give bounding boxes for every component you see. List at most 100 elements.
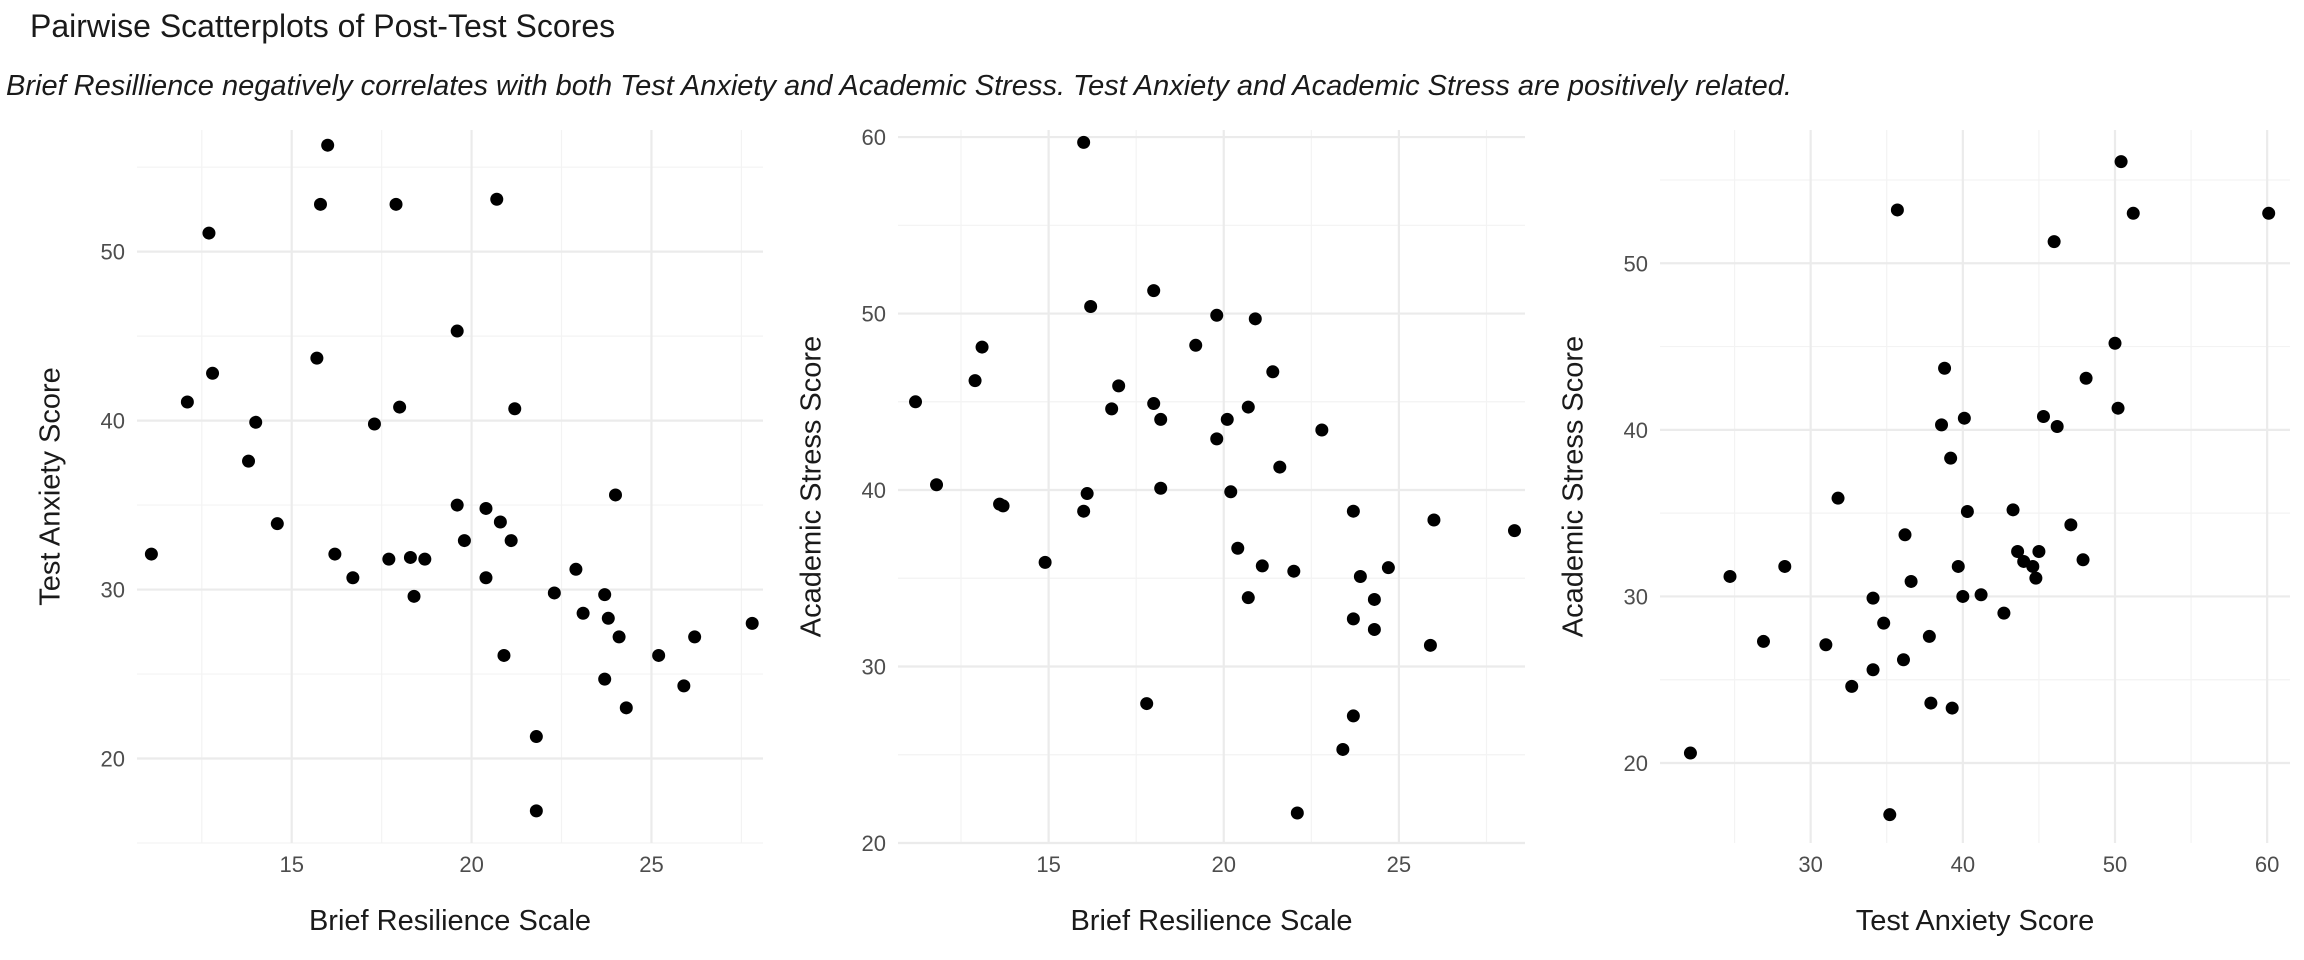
data-point-stress [1077,135,1091,149]
data-point-anxiety [608,488,622,502]
data-point-anxiety-stress [2029,571,2043,585]
data-point-anxiety [688,630,702,644]
x-tick-label: 60 [2255,852,2279,877]
data-point-anxiety-stress [2032,544,2046,558]
x-tick-label: 15 [279,852,303,877]
y-tick-label: 20 [1624,751,1648,776]
x-tick-label: 15 [1036,852,1060,877]
data-point-stress [1154,481,1168,495]
data-point-anxiety-stress [2079,371,2093,385]
data-point-anxiety-stress [1845,679,1859,693]
data-point-stress [1248,312,1262,326]
data-point-anxiety [389,197,403,211]
data-point-stress [1266,365,1280,379]
data-point-stress [1084,299,1098,313]
data-point-anxiety-stress [1960,504,1974,518]
data-point-anxiety [270,517,284,531]
data-point-stress [1112,379,1126,393]
data-point-anxiety [450,498,464,512]
data-point-anxiety-stress [2036,410,2050,424]
x-tick-label: 50 [2103,852,2127,877]
data-point-stress [1346,709,1360,723]
x-tick-label: 20 [1212,852,1236,877]
data-point-stress [1255,559,1269,573]
data-point-anxiety-stress [2011,544,2025,558]
data-point-stress [1241,400,1255,414]
data-point-anxiety [601,611,615,625]
data-point-anxiety [382,552,396,566]
data-point-anxiety [407,589,421,603]
data-point-anxiety-stress [2064,518,2078,532]
data-point-stress [1423,638,1437,652]
data-point-anxiety [310,351,324,365]
y-tick-label: 40 [101,409,125,434]
data-point-stress [1353,570,1367,584]
y-tick-label: 20 [862,831,886,856]
data-point-stress [1077,504,1091,518]
data-point-anxiety-stress [1819,638,1833,652]
data-point-stress [1346,612,1360,626]
data-point-anxiety [547,586,561,600]
data-point-anxiety [321,138,335,152]
data-point-stress [1154,412,1168,426]
data-point-anxiety [249,415,263,429]
data-point-anxiety [490,192,504,206]
data-point-stress [1273,460,1287,474]
data-point-stress [1105,402,1119,416]
x-axis-title: Brief Resilience Scale [1070,905,1352,937]
data-point-anxiety-stress [1956,589,1970,603]
data-point-anxiety [403,550,417,564]
data-point-anxiety-stress [2111,401,2125,415]
data-point-anxiety [677,679,691,693]
data-point-anxiety-stress [2262,206,2276,220]
data-point-anxiety [206,366,220,380]
data-point-stress [1038,555,1052,569]
x-axis-title: Test Anxiety Score [1856,905,2095,937]
data-point-stress [1224,485,1238,499]
data-point-stress [1427,513,1441,527]
data-point-anxiety-stress [1951,559,1965,573]
data-point-anxiety [144,547,158,561]
data-point-anxiety [418,552,432,566]
data-point-anxiety-stress [2126,206,2140,220]
data-point-anxiety-stress [2076,553,2090,567]
data-point-stress [1080,487,1094,501]
data-point-stress [1220,412,1234,426]
data-point-anxiety [504,534,518,548]
data-point-anxiety [529,804,543,818]
data-point-stress [1367,622,1381,636]
data-point-anxiety [598,672,612,686]
data-point-anxiety [202,226,216,240]
x-tick-label: 30 [1798,852,1822,877]
data-point-stress [1147,397,1161,411]
data-point-anxiety [457,534,471,548]
data-point-anxiety-stress [1866,663,1880,677]
y-axis-title: Test Anxiety Score [35,367,67,606]
panel-resilience-vs-stress: 15 20 25 20 30 40 50 60 Brief Resilience Scale Ac… [796,125,1525,937]
x-tick-label: 25 [639,852,663,877]
y-tick-label: 30 [1624,584,1648,609]
data-point-stress [975,340,989,354]
data-point-anxiety-stress [2026,559,2040,573]
data-point-anxiety-stress [2050,420,2064,434]
data-point-anxiety-stress [1957,411,1971,425]
data-point-anxiety [493,515,507,529]
data-point-anxiety-stress [2047,235,2061,249]
data-point-anxiety-stress [1974,588,1988,602]
data-point-anxiety [598,588,612,602]
data-point-anxiety-stress [1877,616,1891,630]
data-point-stress [1336,742,1350,756]
data-point-anxiety-stress [1866,591,1880,605]
data-point-anxiety [479,571,493,585]
data-point-anxiety [367,417,381,431]
data-point-stress [1290,806,1304,820]
data-point-anxiety-stress [1997,606,2011,620]
data-point-anxiety-stress [1883,808,1897,822]
data-point-anxiety [450,324,464,338]
x-tick-label: 25 [1387,852,1411,877]
y-tick-label: 30 [101,578,125,603]
y-tick-label: 50 [862,302,886,327]
data-point-anxiety-stress [1922,629,1936,643]
data-point-anxiety-stress [1904,574,1918,588]
